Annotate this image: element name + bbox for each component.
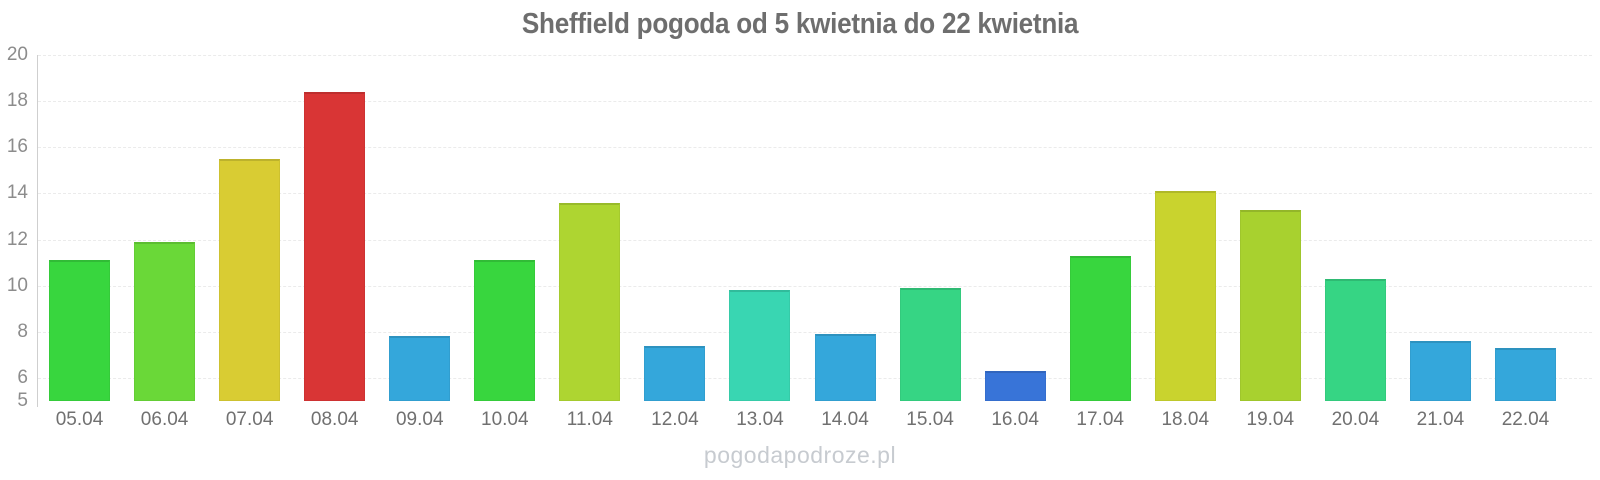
chart-title-text: Sheffield pogoda od 5 kwietnia do 22 kwi… — [521, 8, 1079, 40]
bar-21.04[interactable] — [1409, 341, 1471, 401]
bar-09.04[interactable] — [389, 336, 451, 401]
bar-10.04[interactable] — [474, 260, 536, 401]
y-tick-label-18: 18 — [6, 90, 28, 112]
bar-12.04[interactable] — [644, 345, 706, 401]
bar-20.04[interactable] — [1324, 278, 1386, 401]
y-tick-label-12: 12 — [6, 228, 28, 250]
bar-07.04[interactable] — [219, 158, 281, 401]
x-tick-label-18.04: 18.04 — [1161, 409, 1210, 430]
x-tick-label-19.04: 19.04 — [1246, 409, 1295, 430]
x-tick-label-15.04: 15.04 — [906, 409, 954, 430]
watermark-text: pogodapodroze.pl — [703, 442, 897, 468]
x-tick-label-12.04: 12.04 — [651, 409, 699, 430]
y-tick-label-6: 6 — [17, 366, 28, 388]
gridline-18 — [38, 101, 1592, 103]
bar-18.04[interactable] — [1154, 191, 1216, 401]
bar-17.04[interactable] — [1069, 255, 1131, 401]
bar-16.04[interactable] — [984, 371, 1046, 401]
x-tick-label-16.04: 16.04 — [991, 409, 1039, 430]
x-tick-label-05.04: 05.04 — [55, 409, 104, 430]
bar-15.04[interactable] — [899, 287, 961, 401]
y-tick-label-14: 14 — [6, 182, 28, 204]
x-tick-label-22.04: 22.04 — [1501, 409, 1550, 430]
y-tick-label-8: 8 — [17, 320, 28, 342]
bar-11.04[interactable] — [559, 202, 621, 401]
bar-05.04[interactable] — [49, 260, 111, 401]
y-tick-label-10: 10 — [6, 274, 28, 296]
bar-14.04[interactable] — [814, 334, 876, 401]
gridline-12 — [38, 239, 1592, 241]
x-axis: 05.04 06.04 07.04 08.04 09.04 10.04 11.04 12.04… — [37, 407, 1568, 435]
x-tick-label-07.04: 07.04 — [225, 409, 274, 430]
y-tick-label-20: 20 — [6, 44, 28, 65]
bar-13.04[interactable] — [729, 290, 791, 401]
gridline-8 — [38, 331, 1592, 333]
x-tick-label-10.04: 10.04 — [481, 409, 529, 430]
bar-08.04[interactable] — [304, 91, 366, 401]
y-axis-line — [37, 55, 38, 407]
x-tick-label-17.04: 17.04 — [1076, 409, 1124, 430]
x-tick-label-11.04: 11.04 — [566, 409, 613, 430]
y-tick-label-16: 16 — [6, 136, 28, 158]
gridline-10 — [38, 285, 1592, 287]
y-tick-label-5: 5 — [17, 390, 28, 411]
gridline-20 — [38, 55, 1592, 56]
chart-title: Sheffield pogoda od 5 kwietnia do 22 kwi… — [0, 8, 1600, 41]
gridline-14 — [38, 193, 1592, 195]
x-tick-label-14.04: 14.04 — [821, 409, 869, 430]
bar-22.04[interactable] — [1494, 347, 1556, 401]
x-tick-label-09.04: 09.04 — [395, 409, 444, 430]
x-tick-label-06.04: 06.04 — [140, 409, 189, 430]
bar-19.04[interactable] — [1239, 209, 1301, 401]
x-tick-label-21.04: 21.04 — [1416, 409, 1465, 430]
bar-06.04[interactable] — [134, 241, 196, 401]
gridline-16 — [38, 147, 1592, 149]
y-axis: 5 6 8 10 12 14 16 18 20 — [0, 44, 30, 411]
x-tick-label-08.04: 08.04 — [310, 409, 359, 430]
plot-area — [37, 55, 1592, 407]
x-tick-label-13.04: 13.04 — [736, 409, 784, 430]
x-tick-label-20.04: 20.04 — [1331, 409, 1380, 430]
